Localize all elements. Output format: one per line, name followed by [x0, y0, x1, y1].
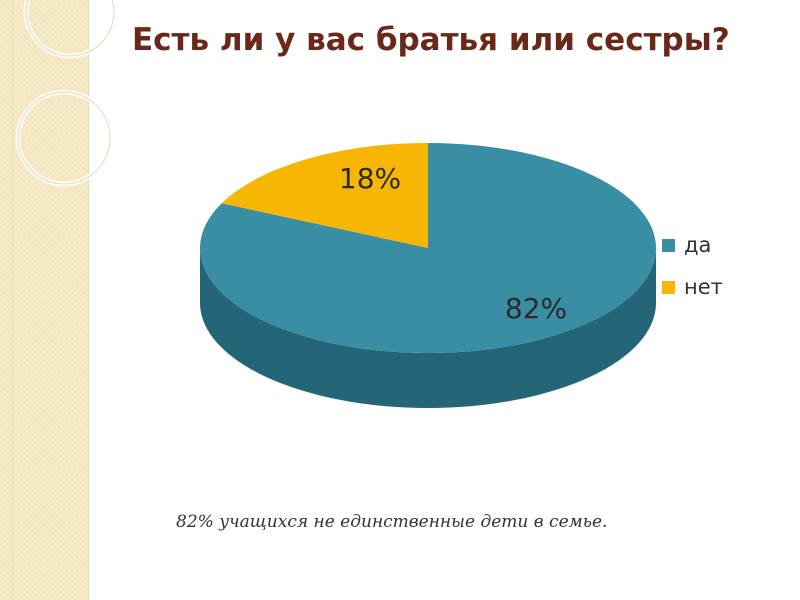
legend-swatch-yes	[662, 239, 675, 252]
band-divider-line	[88, 0, 89, 600]
pie-data-label-yes: 82%	[505, 292, 567, 325]
slide-title: Есть ли у вас братья или сестры?	[132, 22, 730, 58]
legend-label-yes: да	[684, 233, 711, 257]
pie-slice-no	[221, 143, 428, 248]
legend-label-no: нет	[684, 275, 723, 299]
pie-data-label-no: 18%	[339, 162, 401, 195]
decorative-circles	[15, 0, 117, 187]
legend-swatch-no	[662, 281, 675, 294]
slide-caption: 82% учащихся не единственные дети в семь…	[176, 512, 608, 532]
band-divider-line	[12, 0, 13, 600]
pie-slice-side-yes	[200, 248, 656, 408]
decorative-side-band	[0, 0, 89, 600]
